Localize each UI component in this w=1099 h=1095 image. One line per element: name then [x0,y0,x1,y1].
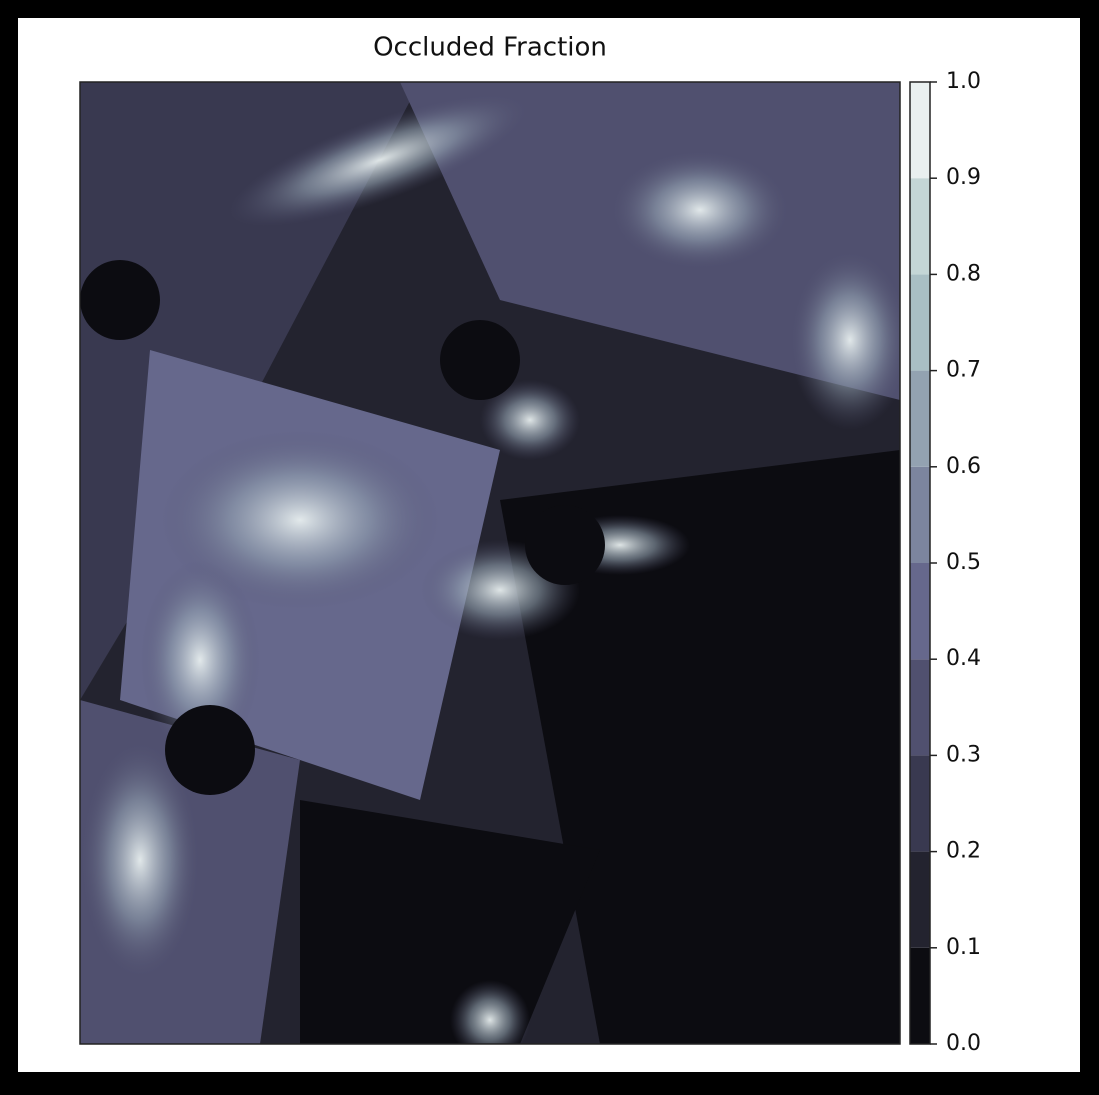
colorbar-tick-label: 0.7 [946,358,981,383]
colorbar-tick-label: 0.9 [946,165,981,190]
colorbar-tick-label: 0.2 [946,839,981,864]
colorbar-segment [910,659,930,755]
colorbar-tick-label: 1.0 [946,69,981,94]
colorbar-tick-label: 0.3 [946,742,981,767]
colorbar-segment [910,371,930,467]
colorbar-tick-label: 0.1 [946,935,981,960]
colorbar-segment [910,274,930,370]
image [80,68,910,1060]
colorbar-segment [910,563,930,659]
colorbar-segment [910,852,930,948]
colorbar-tick-label: 0.4 [946,646,981,671]
colorbar-tick-label: 0.5 [946,550,981,575]
colorbar-segment [910,178,930,274]
colorbar-tick-label: 0.6 [946,454,981,479]
colorbar-tick-label: 0.0 [946,1031,981,1056]
chart-title: Occluded Fraction [373,33,607,63]
figure: Occluded Fraction 0.0 0.1 0.2 0.3 0.4 0.5 0.6 0… [0,0,1099,1091]
colorbar-segment [910,948,930,1044]
colorbar-tick-label: 0.8 [946,261,981,286]
colorbar-segment [910,82,930,178]
colorbar-segment [910,467,930,563]
colorbar-segment [910,755,930,851]
